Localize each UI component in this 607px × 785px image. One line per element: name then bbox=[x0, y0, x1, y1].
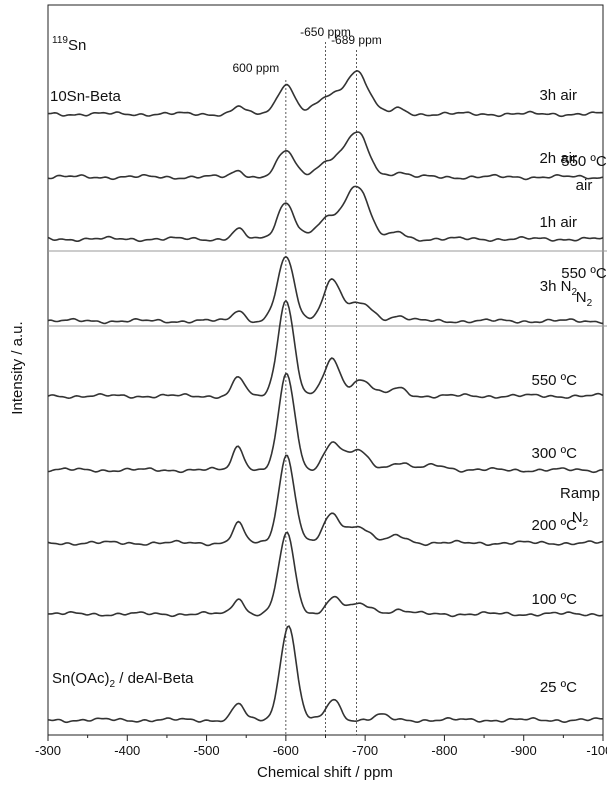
sample-label-sn-oac-rest: / deAl-Beta bbox=[115, 670, 194, 687]
reference-line-label: -650 ppm bbox=[300, 25, 351, 39]
series-label: 300 ºC bbox=[531, 445, 577, 462]
group-label-line1: 550 ºC bbox=[561, 265, 607, 282]
sample-label-sn-oac: Sn(OAc)2 / deAl-Beta bbox=[52, 670, 194, 690]
sample-label-10sn-beta: 10Sn-Beta bbox=[50, 88, 122, 105]
x-tick-label: -600 bbox=[273, 743, 299, 758]
group-separators bbox=[48, 250, 607, 327]
spectrum-line bbox=[47, 185, 604, 243]
x-axis: -300 -400 -500 -600 -700 -800 -900 -1000 bbox=[35, 735, 607, 758]
series-label: 3h N2 bbox=[540, 278, 578, 298]
spectrum-line bbox=[47, 625, 603, 724]
x-tick-label: -1000 bbox=[586, 743, 607, 758]
reference-line-label: -689 ppm bbox=[331, 33, 382, 47]
spectrum-line bbox=[48, 531, 604, 618]
spectrum-line bbox=[47, 131, 604, 181]
group-label-line1: 550 ºC bbox=[561, 153, 607, 170]
x-tick-label: -400 bbox=[114, 743, 140, 758]
x-tick-label: -500 bbox=[194, 743, 220, 758]
group-label-line2: N2 bbox=[572, 509, 589, 529]
nucleus-label-element: Sn bbox=[68, 37, 86, 54]
series-label: 25 ºC bbox=[540, 679, 577, 696]
group-label-line1: Ramp bbox=[560, 485, 600, 502]
x-tick-label: -300 bbox=[35, 743, 61, 758]
series-label: 2h air bbox=[539, 150, 577, 167]
nucleus-label-superscript: 119 bbox=[52, 35, 68, 46]
nucleus-label: 119Sn bbox=[52, 35, 86, 54]
series-label: 3h air bbox=[539, 87, 577, 104]
series-label: 100 ºC bbox=[531, 591, 577, 608]
series-label: 550 ºC bbox=[531, 372, 577, 389]
series-label: 200 ºC bbox=[531, 517, 577, 534]
x-tick-label: -900 bbox=[511, 743, 537, 758]
spectrum-line bbox=[47, 454, 604, 547]
group-label-line2: air bbox=[576, 177, 593, 194]
series-labels: 3h air 2h air 1h air 3h N2 550 ºC 300 ºC 200 º… bbox=[531, 87, 577, 696]
spectrum-line bbox=[47, 372, 604, 474]
reference-line-label: 600 ppm bbox=[233, 61, 280, 75]
spectrum-line bbox=[47, 299, 604, 400]
y-axis-label: Intensity / a.u. bbox=[9, 321, 26, 414]
x-tick-label: -700 bbox=[352, 743, 378, 758]
reference-lines: 600 ppm -650 ppm-689 ppm bbox=[233, 25, 382, 735]
spectra bbox=[47, 70, 604, 724]
sample-label-10sn-beta-text: 10Sn-Beta bbox=[50, 88, 122, 105]
spectrum-line bbox=[47, 255, 603, 325]
x-axis-label: Chemical shift / ppm bbox=[257, 764, 393, 781]
spectrum-line bbox=[48, 70, 604, 118]
x-tick-label: -800 bbox=[431, 743, 457, 758]
series-label: 1h air bbox=[539, 214, 577, 231]
group-label-line2: N2 bbox=[576, 289, 593, 309]
group-labels: 550 ºC air 550 ºC N2 Ramp N2 bbox=[560, 153, 607, 529]
sample-label-sn-oac-subscript: 2 bbox=[110, 679, 116, 690]
sample-label-sn-oac-text: Sn(OAc) bbox=[52, 670, 110, 687]
